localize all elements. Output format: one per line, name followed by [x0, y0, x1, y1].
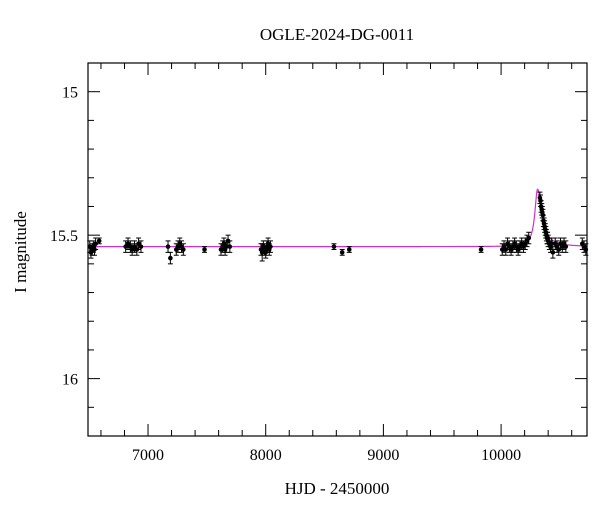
data-points: [87, 191, 589, 265]
point-marker: [181, 247, 186, 252]
x-tick-label: 7000: [132, 447, 164, 464]
point-marker: [202, 247, 207, 252]
x-axis-label: HJD - 2450000: [285, 479, 390, 498]
data-point: [167, 251, 173, 265]
y-tick-label: 16: [62, 372, 78, 389]
data-point: [138, 240, 144, 253]
point-marker: [346, 247, 352, 252]
data-point: [563, 240, 569, 253]
x-tick-label: 9000: [367, 447, 399, 464]
data-point: [526, 231, 532, 245]
point-marker: [526, 235, 532, 241]
point-marker: [478, 247, 484, 252]
data-point: [165, 240, 171, 253]
point-marker: [168, 255, 173, 261]
point-marker: [165, 244, 171, 249]
point-marker: [331, 244, 337, 249]
plot-frame: [87, 62, 588, 437]
tick-labels: 7000 8000 9000 10000 15 15.5 16: [50, 85, 521, 464]
data-point: [339, 249, 345, 256]
point-marker: [96, 238, 102, 244]
point-marker: [563, 244, 569, 249]
data-point: [202, 246, 208, 253]
data-point: [346, 246, 352, 253]
point-marker: [550, 250, 556, 255]
data-point: [180, 243, 186, 256]
y-tick-label: 15: [62, 85, 78, 102]
point-marker: [549, 241, 554, 247]
data-point: [267, 240, 273, 253]
point-marker: [227, 244, 233, 249]
axis-ticks: [88, 62, 587, 437]
data-point: [478, 246, 484, 253]
chart-title: OGLE-2024-DG-0011: [260, 25, 414, 44]
data-point: [96, 237, 102, 245]
data-point: [550, 246, 556, 259]
x-tick-label: 10000: [481, 447, 521, 464]
point-marker: [93, 241, 98, 247]
data-point: [227, 240, 233, 253]
point-marker: [339, 250, 345, 255]
data-point: [331, 243, 337, 250]
y-axis-label: I magnitude: [11, 211, 30, 293]
point-marker: [138, 244, 144, 249]
point-marker: [268, 244, 273, 249]
x-tick-label: 8000: [250, 447, 282, 464]
y-tick-label: 15.5: [50, 228, 78, 245]
